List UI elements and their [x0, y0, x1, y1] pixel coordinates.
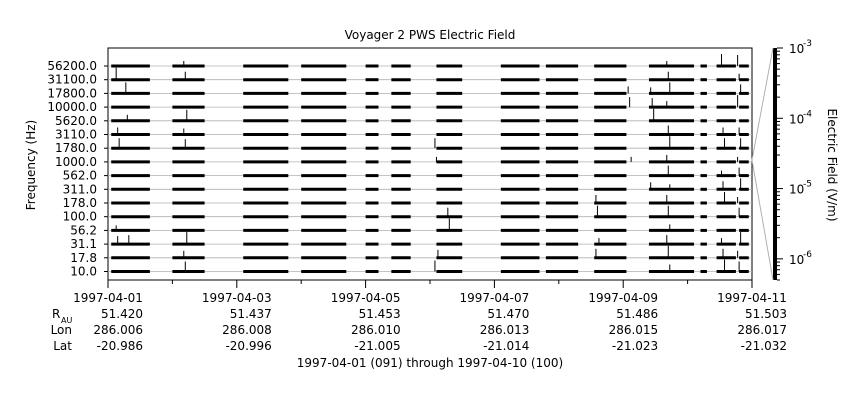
ephemeris-value: -21.032 [741, 339, 787, 353]
channel-label: 5620.0 [55, 114, 97, 128]
ephemeris-value: -21.014 [483, 339, 529, 353]
ephemeris-value: 51.486 [616, 307, 658, 321]
ephemeris-table: R AU 51.420 51.437 51.453 51.470 51.486 51.503 L… [51, 307, 787, 353]
channel-label: 10000.0 [47, 100, 97, 114]
channel-label: 100.0 [63, 210, 97, 224]
channel-labels: 56200.031100.017800.010000.05620.03110.0… [47, 59, 108, 279]
channel-label: 17800.0 [47, 86, 97, 100]
ephemeris-value: 286.015 [609, 323, 659, 337]
ephemeris-value: 286.006 [93, 323, 143, 337]
ephemeris-row-label: Lat [53, 339, 72, 353]
plot-area [107, 47, 753, 281]
channel-label: 1000.0 [55, 155, 97, 169]
x-tick-label: 1997-04-05 [331, 291, 401, 305]
colorbar-connector [751, 159, 774, 281]
colorbar-tick-base: 10 [789, 183, 804, 197]
x-tick-label: 1997-04-09 [588, 291, 658, 305]
x-tick-label: 1997-04-11 [717, 291, 787, 305]
ephemeris-value: 51.437 [230, 307, 272, 321]
channel-label: 56.2 [70, 223, 97, 237]
colorbar-label: Electric Field (V/m) [825, 108, 839, 221]
x-tick-label: 1997-04-01 [73, 291, 143, 305]
colorbar-tick-exponent: -3 [803, 39, 812, 49]
ephemeris-value: 51.420 [101, 307, 143, 321]
channel-label: 1780.0 [55, 141, 97, 155]
ephemeris-value: 51.453 [359, 307, 401, 321]
x-tick-label: 1997-04-03 [202, 291, 272, 305]
colorbar-tick-base: 10 [789, 112, 804, 126]
ephemeris-value: -21.023 [612, 339, 658, 353]
ephemeris-value: 286.010 [351, 323, 401, 337]
channel-label: 17.8 [70, 251, 97, 265]
channel-label: 3110.0 [55, 128, 97, 142]
channel-label: 31100.0 [47, 73, 97, 87]
x-tick-label: 1997-04-07 [460, 291, 530, 305]
ephemeris-row-label: Lon [51, 323, 72, 337]
colorbar-tick-exponent: -6 [803, 250, 812, 260]
y-axis-label: Frequency (Hz) [24, 120, 38, 211]
colorbar-tick-base: 10 [789, 42, 804, 56]
ephemeris-value: 286.017 [737, 323, 787, 337]
x-axis: 1997-04-01 1997-04-03 1997-04-05 1997-04-07… [73, 280, 787, 305]
channel-label: 10.0 [70, 265, 97, 279]
colorbar-tick-exponent: -4 [803, 109, 812, 119]
ephemeris-value: 286.008 [222, 323, 272, 337]
ephemeris-value: -20.996 [225, 339, 271, 353]
channel-label: 311.0 [63, 182, 97, 196]
ephemeris-row-sublabel: AU [61, 316, 72, 325]
ephemeris-value: -20.986 [97, 339, 143, 353]
ephemeris-value: 286.013 [480, 323, 530, 337]
channel-label: 31.1 [70, 237, 97, 251]
colorbar: 10-310-410-510-6 [751, 39, 812, 281]
ephemeris-value: 51.503 [745, 307, 787, 321]
channel-label: 56200.0 [47, 59, 97, 73]
channel-label: 562.0 [63, 169, 97, 183]
colorbar-strip [773, 48, 777, 280]
ephemeris-row-label: R [52, 307, 60, 321]
date-range-footer: 1997-04-01 (091) through 1997-04-10 (100… [297, 356, 563, 370]
chart-title: Voyager 2 PWS Electric Field [345, 28, 516, 42]
ephemeris-value: 51.470 [487, 307, 529, 321]
channel-label: 178.0 [63, 196, 97, 210]
ephemeris-value: -21.005 [354, 339, 400, 353]
colorbar-tick-base: 10 [789, 253, 804, 267]
colorbar-tick-exponent: -5 [803, 180, 812, 190]
colorbar-connector [751, 47, 774, 161]
